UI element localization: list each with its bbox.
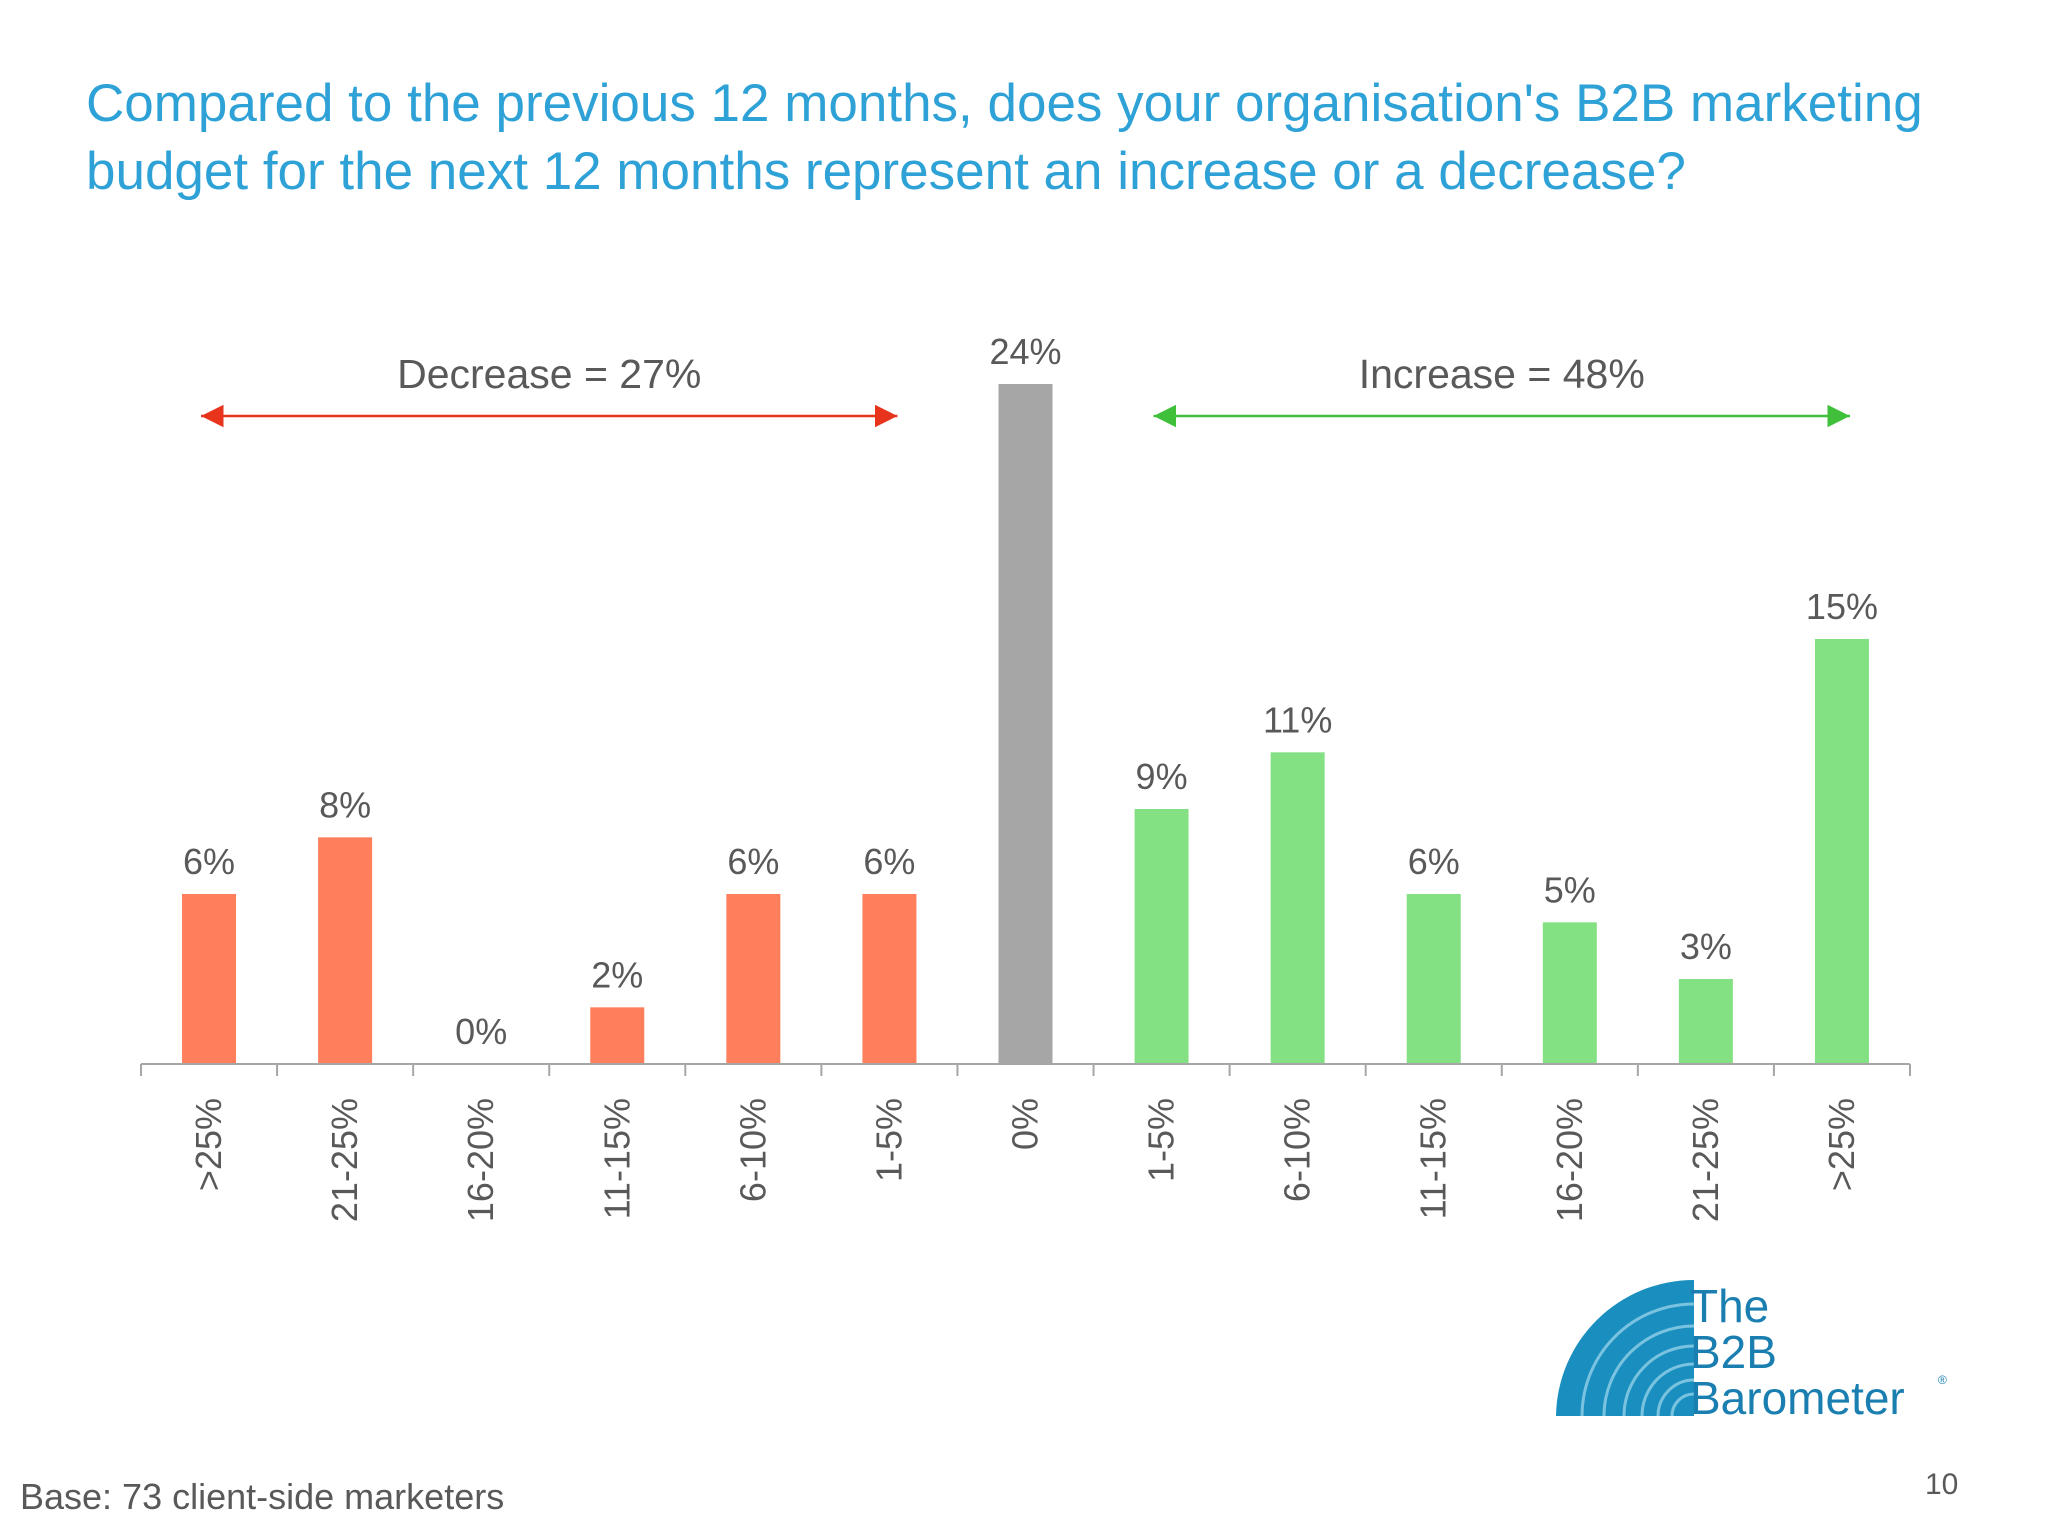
- bar-1: [318, 837, 373, 1064]
- x-tick-label-1: 21-25%: [324, 1098, 365, 1222]
- x-tick-label-3: 11-15%: [596, 1098, 637, 1219]
- data-label-7: 9%: [1136, 756, 1188, 797]
- data-label-3: 2%: [591, 954, 643, 995]
- x-tick-label-4: 6-10%: [732, 1098, 773, 1202]
- barometer-rings-icon: [1556, 1280, 1695, 1417]
- x-tick-label-11: 21-25%: [1685, 1098, 1726, 1222]
- data-label-10: 5%: [1544, 869, 1596, 910]
- x-tick-label-12: >25%: [1821, 1098, 1862, 1191]
- logo-text-the: The: [1690, 1280, 1769, 1332]
- bar-11: [1678, 979, 1733, 1064]
- data-label-9: 6%: [1408, 841, 1460, 882]
- data-label-0: 6%: [183, 841, 235, 882]
- data-label-5: 6%: [863, 841, 915, 882]
- chart-title: Compared to the previous 12 months, does…: [86, 74, 1923, 201]
- bar-7: [1134, 809, 1189, 1064]
- base-footnote: Base: 73 client-side marketers: [20, 1476, 505, 1517]
- data-label-8: 11%: [1263, 699, 1332, 740]
- increase-annotation-label: Increase = 48%: [1359, 351, 1645, 397]
- bar-12: [1814, 639, 1869, 1064]
- bar-5: [862, 894, 917, 1064]
- x-tick-label-2: 16-20%: [460, 1098, 501, 1222]
- data-label-4: 6%: [727, 841, 779, 882]
- data-label-2: 0%: [455, 1011, 507, 1052]
- data-label-6: 24%: [989, 331, 1061, 372]
- logo-text-barometer: Barometer: [1690, 1372, 1905, 1420]
- bar-0: [182, 894, 237, 1064]
- x-tick-label-6: 0%: [1005, 1098, 1046, 1150]
- bar-4: [726, 894, 781, 1064]
- bar-6: [998, 384, 1053, 1064]
- x-tick-label-5: 1-5%: [868, 1098, 909, 1182]
- data-label-11: 3%: [1680, 926, 1732, 967]
- x-tick-label-9: 11-15%: [1413, 1098, 1454, 1219]
- x-tick-label-7: 1-5%: [1141, 1098, 1182, 1182]
- decrease-annotation-label: Decrease = 27%: [397, 351, 701, 397]
- page-number: 10: [1925, 1468, 1959, 1501]
- bar-8: [1270, 752, 1325, 1064]
- logo-text-b2b: B2B: [1690, 1326, 1777, 1378]
- bar-9: [1406, 894, 1461, 1064]
- logo-registered-mark: ®: [1938, 1373, 1947, 1387]
- data-label-12: 15%: [1806, 586, 1878, 627]
- x-tick-label-8: 6-10%: [1277, 1098, 1318, 1202]
- bar-3: [590, 1007, 645, 1064]
- x-tick-label-0: >25%: [188, 1098, 229, 1191]
- b2b-barometer-logo: The B2B Barometer ®: [1556, 1280, 1947, 1420]
- x-tick-label-10: 16-20%: [1549, 1098, 1590, 1222]
- bar-10: [1542, 922, 1597, 1064]
- data-label-1: 8%: [319, 784, 371, 825]
